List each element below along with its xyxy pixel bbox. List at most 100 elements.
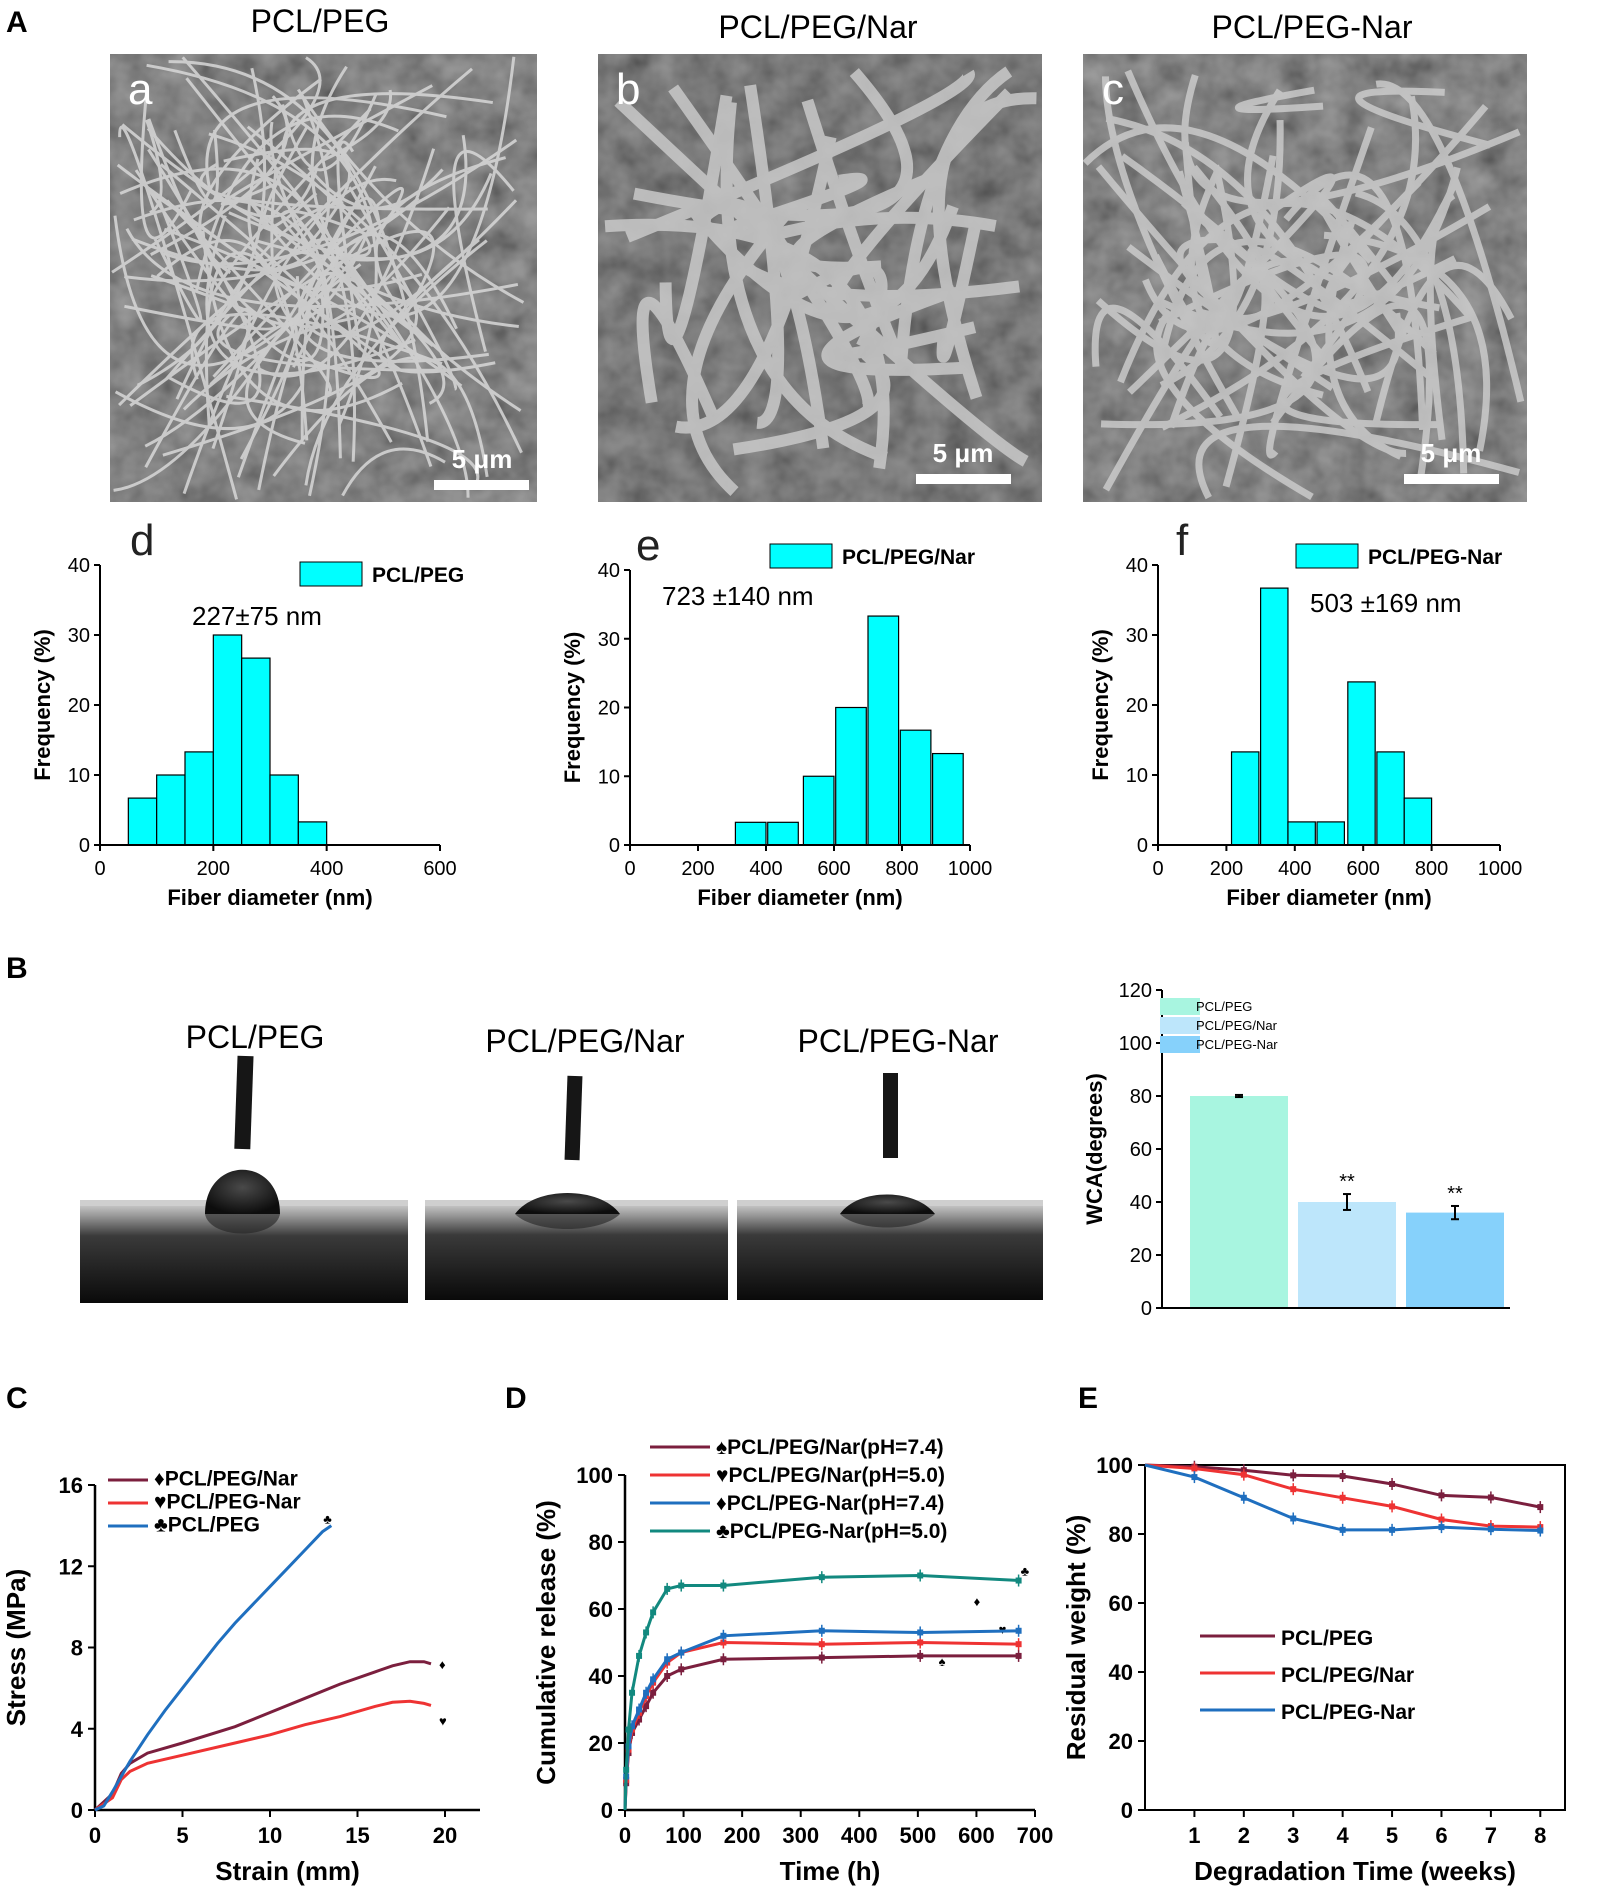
sem-fiber	[348, 186, 457, 391]
x-tick-label: 15	[345, 1823, 369, 1848]
x-tick-label: 5	[1386, 1823, 1398, 1848]
histogram-bar	[241, 657, 271, 846]
y-tick-label: 0	[1121, 1798, 1133, 1823]
sem-fiber	[124, 274, 276, 331]
legend-swatch	[1160, 1036, 1200, 1053]
sem-title-c: PCL/PEG-Nar	[1212, 9, 1413, 45]
panel-label-E: E	[1078, 1382, 1098, 1415]
y-axis-label: Cumulative release (%)	[531, 1500, 561, 1785]
x-tick-label: 0	[624, 858, 635, 880]
sem-fiber	[244, 56, 516, 318]
y-tick-label: 16	[59, 1473, 83, 1498]
sem-fiber	[261, 124, 318, 230]
histogram-bar	[1230, 751, 1260, 846]
diameter-annotation: 723 ±140 nm	[662, 581, 814, 611]
contact-title-a: PCL/PEG	[186, 1019, 325, 1055]
sem-fiber	[744, 84, 785, 429]
panel-label-B: B	[6, 952, 28, 985]
sem-fiber	[181, 56, 470, 498]
y-tick-label: 100	[1119, 1033, 1152, 1055]
sem-fiber	[936, 220, 982, 363]
scale-bar	[434, 480, 529, 490]
sem-fiber	[659, 94, 733, 346]
x-tick-label: 0	[1152, 858, 1163, 880]
x-tick-label: 100	[665, 1823, 702, 1848]
sem-fiber	[1325, 218, 1403, 460]
y-tick-label: 8	[71, 1636, 83, 1661]
y-tick-label: 40	[598, 560, 620, 582]
sem-fiber	[168, 60, 430, 442]
wca-bar	[1298, 1202, 1396, 1308]
legend-label: PCL/PEG/Nar	[842, 546, 975, 569]
histogram-bar	[1259, 587, 1289, 846]
sem-fiber	[257, 148, 436, 378]
histogram-bar	[269, 774, 299, 846]
contact-angle-image-a	[80, 1055, 408, 1303]
sem-fiber	[173, 129, 219, 203]
series-end-marker: ♥	[439, 1713, 447, 1728]
legend-label: ♥PCL/PEG/Nar(pH=5.0)	[716, 1464, 945, 1487]
sem-fiber	[165, 199, 332, 395]
x-tick-label: 0	[89, 1823, 101, 1848]
sem-fiber	[336, 140, 362, 350]
sem-fiber	[205, 96, 447, 188]
x-tick-label: 200	[681, 858, 714, 880]
sem-fiber	[1235, 86, 1324, 113]
sem-fiber	[452, 149, 515, 352]
x-tick-label: 0	[94, 858, 105, 880]
x-tick-label: 7	[1485, 1823, 1497, 1848]
y-tick-label: 10	[598, 766, 620, 788]
x-tick-label: 800	[1415, 858, 1448, 880]
sem-fiber	[150, 95, 289, 256]
y-tick-label: 80	[1109, 1522, 1133, 1547]
legend-label: ♣PCL/PEG	[154, 1514, 260, 1537]
sem-letter-b: b	[616, 65, 640, 114]
sem-fiber	[724, 172, 868, 236]
legend-label: PCL/PEG-Nar	[1196, 1037, 1278, 1052]
y-tick-label: 30	[1126, 625, 1148, 647]
histogram-bar	[127, 797, 158, 846]
y-tick-label: 40	[1109, 1660, 1133, 1685]
histogram-bar	[1316, 821, 1345, 846]
sem-fiber	[668, 84, 875, 416]
y-tick-label: 40	[589, 1664, 613, 1689]
legend-label: ♠PCL/PEG/Nar(pH=7.4)	[716, 1436, 944, 1459]
y-tick-label: 40	[1126, 555, 1148, 577]
legend-label: PCL/PEG-Nar	[1281, 1701, 1415, 1724]
y-tick-label: 100	[1096, 1453, 1133, 1478]
series-line	[94, 1699, 432, 1812]
sem-fiber	[1375, 80, 1525, 403]
sem-fiber	[1283, 171, 1427, 431]
sem-fiber	[1127, 173, 1336, 395]
histogram-bar	[297, 821, 328, 846]
y-axis-label: WCA(degrees)	[1082, 1073, 1107, 1225]
x-tick-label: 600	[1347, 858, 1380, 880]
sem-fiber	[374, 156, 522, 412]
x-axis-label: Time (h)	[780, 1856, 881, 1886]
x-axis-label: Fiber diameter (nm)	[167, 885, 372, 910]
sem-fiber	[116, 163, 402, 372]
sem-fiber	[182, 316, 355, 411]
x-tick-label: 500	[899, 1823, 936, 1848]
sem-fiber	[1278, 313, 1473, 429]
sem-fiber	[139, 86, 193, 240]
x-tick-label: 10	[258, 1823, 282, 1848]
y-tick-label: 0	[71, 1798, 83, 1823]
histogram-bar	[899, 729, 932, 846]
sem-fiber	[164, 67, 473, 381]
x-tick-label: 600	[958, 1823, 995, 1848]
sem-image-c: c 5 μm	[1082, 54, 1527, 502]
sem-fiber	[118, 125, 239, 500]
histogram-bar	[184, 751, 214, 846]
y-tick-label: 80	[1130, 1086, 1152, 1108]
y-axis-label: Frequency (%)	[560, 632, 585, 784]
series-end-marker: ♠	[939, 1654, 946, 1669]
x-tick-label: 20	[433, 1823, 457, 1848]
x-tick-label: 400	[841, 1823, 878, 1848]
sem-fiber	[1195, 422, 1520, 500]
series-end-marker: ♣	[1021, 1564, 1030, 1579]
x-tick-label: 600	[423, 858, 456, 880]
panel-letter: e	[636, 521, 660, 570]
